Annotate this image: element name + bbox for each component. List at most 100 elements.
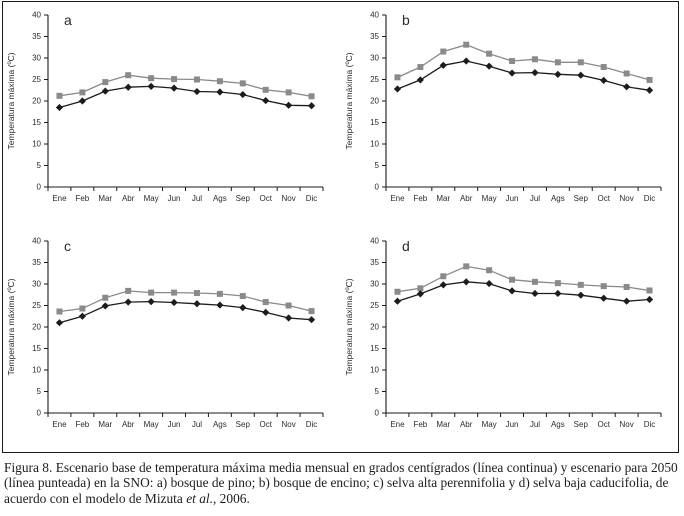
x-tick-label: Mar [98,420,112,429]
marker-diamond [462,278,470,286]
marker-diamond [147,298,155,306]
marker-square [531,278,538,285]
x-tick-label: Jul [530,420,540,429]
marker-diamond [307,102,316,110]
y-tick-label: 20 [32,323,41,332]
x-tick-label: Sep [574,194,589,203]
marker-diamond [193,300,201,308]
marker-square [623,70,630,77]
x-tick-label: Ene [52,194,67,203]
y-tick-label: 40 [32,11,41,20]
marker-square [531,56,538,63]
y-tick-label: 15 [32,344,41,353]
marker-diamond [55,103,64,112]
marker-diamond [531,69,539,77]
caption-suffix: , 2006. [212,490,250,506]
x-tick-label: Abr [122,194,135,203]
chart-canvas-a: 0 5 10 15 20 25 30 35 40 Ene Feb Mar Abr May Jun Jul Ags… [6,11,324,203]
y-tick-label: 20 [32,97,41,106]
y-tick-label: 40 [32,237,41,246]
y-tick-label: 5 [37,161,42,170]
marker-diamond [170,298,178,307]
x-tick-label: May [144,420,159,429]
marker-diamond [485,279,493,288]
x-tick-label: Dic [306,194,318,203]
x-tick-label: Ags [213,194,227,203]
y-tick-label: 25 [370,75,379,84]
y-tick-label: 25 [370,301,379,310]
x-tick-label: Mar [436,194,450,203]
marker-diamond [307,316,316,324]
y-tick-label: 20 [370,323,379,332]
marker-square [463,263,470,270]
y-axis-title: Temperatura máxima (ºC) [344,52,354,149]
y-tick-label: 30 [32,280,41,289]
marker-square [308,308,315,315]
marker-square [440,273,447,280]
y-tick-label: 30 [32,54,41,63]
marker-square [102,294,109,301]
marker-square [554,280,561,287]
x-tick-label: Sep [236,194,251,203]
marker-diamond [416,76,424,84]
x-tick-label: Ags [551,420,565,429]
marker-square [509,276,516,283]
marker-diamond [101,302,109,310]
x-tick-label: Jun [506,194,519,203]
marker-diamond [439,281,447,289]
marker-square [440,48,447,55]
y-tick-label: 40 [370,11,379,20]
marker-diamond [554,70,562,78]
y-tick-label: 35 [32,258,41,267]
x-tick-label: Ene [52,420,67,429]
series-line-2050 [397,265,650,293]
marker-square [171,289,178,296]
x-tick-label: Abr [460,194,473,203]
marker-diamond [462,57,470,65]
marker-square [554,59,561,66]
y-tick-label: 35 [370,32,379,41]
panel-label: a [64,12,72,28]
series-line-base [59,85,312,109]
marker-diamond [78,312,86,320]
x-tick-label: Mar [98,194,112,203]
x-tick-label: Ags [213,420,227,429]
marker-diamond [554,289,562,298]
x-tick-label: Oct [259,194,272,203]
series-line-2050 [59,74,312,97]
marker-square [394,74,401,81]
marker-diamond [239,90,247,99]
x-tick-label: Dic [306,420,318,429]
marker-square [577,59,584,66]
marker-square [56,308,63,315]
series-line-base [397,281,650,302]
figure-border: 0 5 10 15 20 25 30 35 40 Ene Feb Mar Abr May Jun Jul Ags… [2,1,679,453]
y-tick-label: 15 [370,344,379,353]
x-tick-label: Oct [597,194,610,203]
marker-diamond [124,298,132,306]
marker-square [56,92,63,99]
marker-diamond [623,297,631,305]
x-tick-label: Nov [620,194,634,203]
marker-diamond [239,304,247,312]
x-tick-label: Nov [282,420,296,429]
x-tick-label: Feb [75,420,89,429]
y-tick-label: 0 [37,409,42,418]
x-tick-label: May [144,194,159,203]
x-tick-label: Feb [413,420,427,429]
marker-square [193,290,200,297]
x-tick-label: Jul [192,420,202,429]
y-tick-label: 10 [32,366,41,375]
y-tick-label: 35 [370,258,379,267]
y-tick-label: 30 [370,54,379,63]
panel-label: d [402,238,410,254]
y-tick-label: 15 [370,118,379,127]
marker-square [577,281,584,288]
marker-square [394,288,401,295]
marker-square [623,284,630,291]
x-tick-label: Dic [644,420,656,429]
marker-diamond [600,294,608,302]
y-tick-label: 5 [375,387,380,396]
chart-grid: 0 5 10 15 20 25 30 35 40 Ene Feb Mar Abr May Jun Jul Ags… [3,2,678,452]
